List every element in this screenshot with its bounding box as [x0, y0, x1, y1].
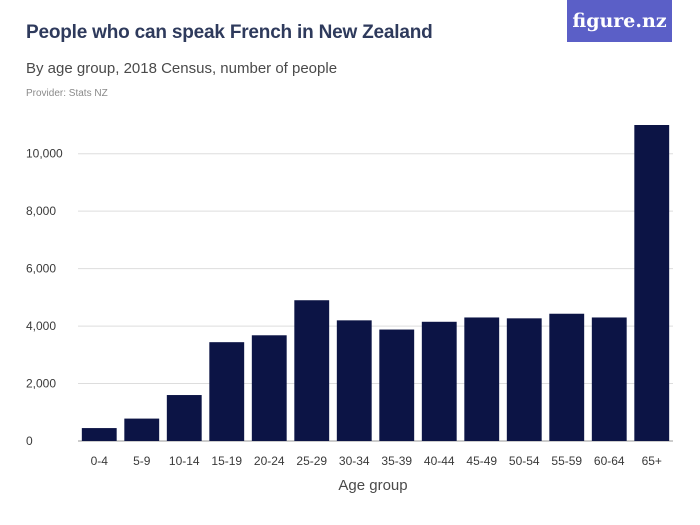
- bar-0-4[interactable]: [81, 428, 117, 441]
- x-tick-label: 55-59: [551, 454, 582, 468]
- bar-50-54[interactable]: [506, 318, 542, 441]
- bar-35-39[interactable]: [379, 329, 415, 441]
- bar-5-9[interactable]: [124, 418, 160, 441]
- x-tick-label: 20-24: [254, 454, 285, 468]
- y-tick-label: 0: [26, 434, 33, 448]
- y-axis-ticks: 0 2,000 4,000 6,000 8,000 10,000: [26, 147, 63, 448]
- x-tick-label: 25-29: [296, 454, 327, 468]
- x-tick-label: 10-14: [169, 454, 200, 468]
- bar-45-49[interactable]: [464, 317, 500, 441]
- x-tick-label: 65+: [642, 454, 662, 468]
- x-tick-label: 45-49: [466, 454, 497, 468]
- x-tick-label: 50-54: [509, 454, 540, 468]
- x-tick-label: 5-9: [133, 454, 151, 468]
- y-tick-label: 10,000: [26, 147, 63, 161]
- x-axis-title: Age group: [338, 477, 407, 494]
- y-tick-label: 2,000: [26, 377, 56, 391]
- bar-60-64[interactable]: [591, 317, 627, 441]
- bar-15-19[interactable]: [209, 342, 245, 441]
- chart-title: People who can speak French in New Zeala…: [26, 22, 433, 43]
- bar-65+[interactable]: [634, 125, 670, 441]
- x-tick-label: 35-39: [381, 454, 412, 468]
- chart-subtitle: By age group, 2018 Census, number of peo…: [26, 60, 338, 77]
- provider-note: Provider: Stats NZ: [26, 88, 108, 99]
- x-tick-label: 0-4: [91, 454, 109, 468]
- bar-10-14[interactable]: [166, 395, 202, 441]
- bars: [81, 125, 670, 441]
- x-tick-label: 30-34: [339, 454, 370, 468]
- y-tick-label: 8,000: [26, 204, 56, 218]
- figure-nz-logo[interactable]: figure.nz: [567, 0, 672, 42]
- x-tick-label: 60-64: [594, 454, 625, 468]
- bar-40-44[interactable]: [421, 321, 457, 441]
- bar-25-29[interactable]: [294, 300, 330, 441]
- x-tick-label: 40-44: [424, 454, 455, 468]
- bar-55-59[interactable]: [549, 313, 585, 441]
- x-axis-ticks: 0-4 5-9 10-14 15-19 20-24 25-29 30-34 35-39 40-4…: [91, 454, 662, 468]
- y-tick-label: 4,000: [26, 319, 56, 333]
- y-tick-label: 6,000: [26, 262, 56, 276]
- x-tick-label: 15-19: [211, 454, 242, 468]
- bar-20-24[interactable]: [251, 335, 287, 441]
- bar-30-34[interactable]: [336, 320, 372, 441]
